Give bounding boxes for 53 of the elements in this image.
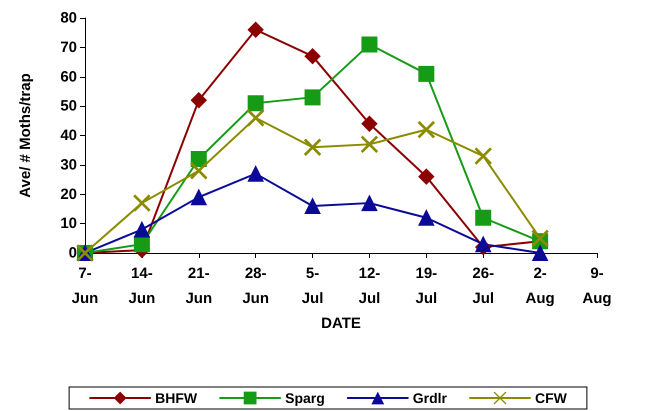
point [304,48,321,64]
point [475,210,492,226]
point [134,222,150,238]
point [361,36,378,52]
point [133,194,150,212]
y-tick-label: 40 [60,127,77,144]
point [418,210,434,226]
y-tick-label: 70 [60,38,77,56]
point [532,245,548,261]
point [134,236,150,252]
point [190,92,207,108]
legend-label: CFW [535,390,568,406]
point [248,95,264,112]
point [361,195,378,212]
x-tick-label: 12-Jul [358,265,380,307]
y-tick-label: 50 [60,98,77,115]
point [190,151,207,167]
legend-label: Grdlr [412,390,448,406]
point [418,66,434,82]
x-tick-label: 2-Aug [526,265,555,307]
x-tick-label: 21-Jun [185,265,212,307]
point [304,89,321,106]
y-tick-label: 30 [60,156,77,174]
point [361,116,378,132]
point [248,166,264,182]
x-tick-label: 9-Aug [582,265,612,307]
point [418,121,435,138]
point [304,198,321,214]
y-tick-label: 80 [60,10,77,26]
x-axis-title: DATE [321,314,361,332]
y-tick-label: 20 [60,186,77,203]
x-tick-label: 26-Jul [472,265,494,307]
x-tick-label: 19-Jul [415,265,438,307]
x-tick-label: 14-Jun [128,265,156,307]
point [532,230,549,247]
point [474,148,492,165]
y-tick-label: 10 [60,215,77,232]
x-tick-label: 7-Jun [72,265,98,307]
point [248,22,264,38]
y-axis-title: Ave/ # Moths/trap [17,73,34,198]
x-tick-label: 5-Jul [302,265,324,307]
y-tick-label: 60 [60,68,77,86]
point [360,136,378,153]
point [190,189,207,206]
point [475,236,492,252]
y-tick-label: 0 [68,244,77,262]
point [418,168,434,185]
legend-label: Sparg [285,390,325,406]
x-tick-label: 28-Jun [242,265,270,307]
legend-label: BHFW [155,390,198,406]
point [247,109,264,126]
point [304,138,322,156]
point [190,162,208,180]
